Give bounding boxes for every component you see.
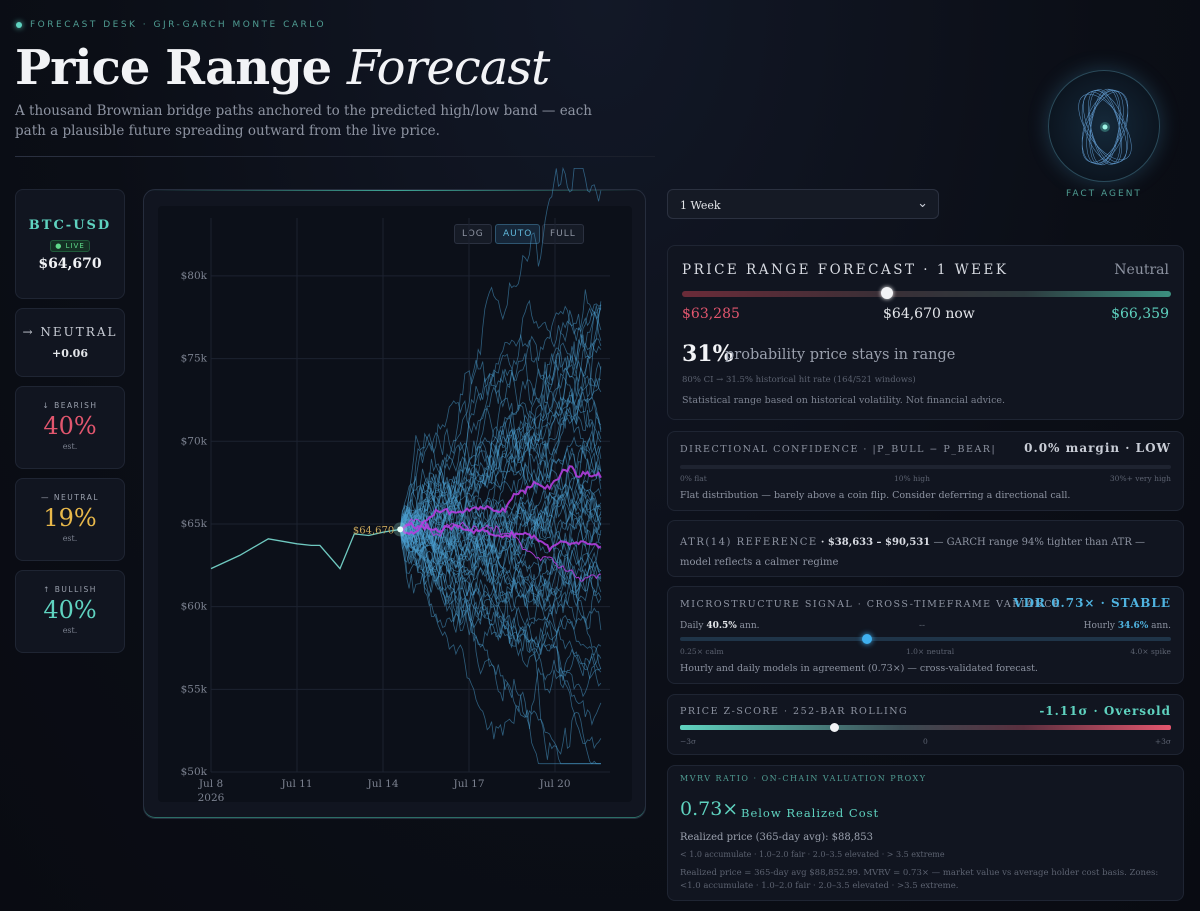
agent-orb-icon: [1078, 88, 1132, 166]
bullish-value: 40%: [43, 596, 97, 624]
mvrv-card: MVRV RATIO · ON-CHAIN VALUATION PROXY 0.…: [667, 765, 1184, 901]
mvrv-realized: Realized price (365-day avg): $88,853: [680, 832, 874, 843]
header-divider: [15, 156, 655, 157]
bearish-value: 40%: [43, 412, 97, 440]
ticker-price: $64,670: [38, 256, 102, 272]
mvrv-zones: < 1.0 accumulate · 1.0–2.0 fair · 2.0–3.…: [680, 850, 945, 859]
directional-scale-mid: 10% high: [894, 474, 930, 483]
forecast-low: $63,285: [682, 306, 740, 322]
neutral-est: est.: [62, 534, 78, 543]
forecast-disclaimer: Statistical range based on historical vo…: [682, 395, 1006, 406]
bearish-label: ↓ BEARISH: [42, 401, 98, 410]
forecast-now: $64,670 now: [883, 306, 975, 322]
directional-note: Flat distribution — barely above a coin …: [680, 490, 1071, 501]
micro-marker: [861, 634, 872, 644]
micro-daily-label: Daily: [680, 621, 704, 631]
forecast-range-bar: [682, 291, 1171, 297]
micro-mid: --: [919, 621, 926, 631]
atr-content: ATR(14) REFERENCE · $38,633 – $90,531 — …: [680, 533, 1175, 573]
auto-scale-button[interactable]: AUTO: [495, 224, 541, 244]
micro-title: MICROSTRUCTURE SIGNAL · CROSS-TIMEFRAME …: [680, 599, 1062, 610]
range-probability-text: probability price stays in range: [725, 347, 956, 363]
micro-daily-unit: ann.: [739, 621, 760, 631]
page-title-main: Price Range: [15, 40, 332, 96]
status-dot: [16, 22, 22, 28]
bullish-label: ↑ BULLISH: [43, 585, 97, 594]
micro-scale-max: 4.0× spike: [1130, 647, 1171, 656]
range-probability: 31%: [682, 341, 734, 367]
bearish-card: ↓ BEARISH 40% est.: [15, 386, 125, 469]
bearish-est: est.: [62, 442, 78, 451]
micro-scale-mid: 1.0× neutral: [906, 647, 955, 656]
agent-label: FACT AGENT: [1066, 189, 1142, 199]
directional-confidence-card: DIRECTIONAL CONFIDENCE · |P_BULL − P_BEA…: [667, 431, 1184, 511]
mvrv-label: Below Realized Cost: [741, 806, 880, 820]
horizon-select-value: 1 Week: [680, 199, 721, 212]
micro-note: Hourly and daily models in agreement (0.…: [680, 663, 1038, 674]
neutral-value: 19%: [43, 504, 97, 532]
micro-track: [680, 637, 1171, 641]
zscore-card: PRICE Z-SCORE · 252-BAR ROLLING -1.11σ ·…: [667, 694, 1184, 755]
micro-hourly-value: 34.6%: [1117, 621, 1149, 631]
horizon-select[interactable]: 1 Week ⌄: [667, 189, 939, 219]
zscore-title: PRICE Z-SCORE · 252-BAR ROLLING: [680, 706, 909, 717]
full-scale-button[interactable]: FULL: [542, 224, 584, 244]
bullish-card: ↑ BULLISH 40% est.: [15, 570, 125, 653]
forecast-high: $66,359: [1111, 306, 1169, 322]
page-title-italic: Forecast: [346, 40, 550, 96]
micro-daily-value: 40.5%: [706, 621, 737, 631]
atr-title: ATR(14) REFERENCE: [680, 537, 818, 548]
direction-card: → NEUTRAL +0.06: [15, 308, 125, 377]
direction-value: +0.06: [51, 347, 88, 360]
log-scale-button[interactable]: LOG: [454, 224, 492, 244]
directional-value: 0.0% margin · LOW: [1024, 441, 1171, 455]
live-badge: ● LIVE: [50, 240, 90, 252]
price-range-forecast-card: PRICE RANGE FORECAST · 1 WEEK Neutral $6…: [667, 245, 1184, 420]
atr-reference-card: ATR(14) REFERENCE · $38,633 – $90,531 — …: [667, 520, 1184, 577]
directional-scale-max: 30%+ very high: [1109, 474, 1171, 483]
zscore-value: -1.11σ · Oversold: [1039, 704, 1171, 718]
zscore-marker: [830, 723, 840, 732]
ticker-symbol: BTC-USD: [28, 218, 112, 233]
confidence-interval-text: 80% CI → 31.5% historical hit rate (164/…: [682, 375, 916, 385]
microstructure-card: MICROSTRUCTURE SIGNAL · CROSS-TIMEFRAME …: [667, 586, 1184, 684]
page-title: Price Range Forecast: [15, 40, 550, 96]
mvrv-title: MVRV RATIO · ON-CHAIN VALUATION PROXY: [680, 774, 927, 783]
kicker-text: FORECAST DESK · GJR-GARCH MONTE CARLO: [30, 20, 327, 30]
zscore-scale-mid: 0: [923, 737, 928, 746]
micro-hourly-unit: ann.: [1151, 621, 1171, 631]
chevron-down-icon: ⌄: [917, 196, 928, 211]
directional-title: DIRECTIONAL CONFIDENCE · |P_BULL − P_BEA…: [680, 444, 997, 455]
micro-hourly: Hourly 34.6% ann.: [1084, 621, 1171, 631]
chart-plot-area[interactable]: [158, 206, 632, 802]
neutral-label: — NEUTRAL: [40, 493, 100, 502]
zscore-scale-max: +3σ: [1154, 737, 1171, 746]
micro-scale-min: 0.25× calm: [680, 647, 724, 656]
bullish-est: est.: [62, 626, 78, 635]
zscore-scale-min: −3σ: [680, 737, 697, 746]
mvrv-value: 0.73×: [680, 798, 739, 820]
directional-track: [680, 465, 1171, 469]
forecast-now-marker: [881, 287, 894, 299]
forecast-title: PRICE RANGE FORECAST · 1 WEEK: [682, 262, 1009, 278]
zscore-track: [680, 725, 1171, 730]
direction-label: → NEUTRAL: [22, 325, 118, 339]
forecast-chart-card: [143, 189, 646, 819]
micro-value: VDR 0.73× · STABLE: [1013, 596, 1171, 610]
mvrv-footnote: Realized price = 365-day avg $88,852.99.…: [680, 868, 1159, 891]
neutral-card: — NEUTRAL 19% est.: [15, 478, 125, 561]
directional-scale-min: 0% flat: [680, 474, 707, 483]
forecast-bias: Neutral: [1114, 262, 1169, 278]
atr-text: — GARCH range 94% tighter than ATR — mod…: [680, 537, 1146, 568]
micro-daily: Daily 40.5% ann.: [680, 621, 760, 631]
kicker-bar: FORECAST DESK · GJR-GARCH MONTE CARLO: [16, 20, 326, 30]
ticker-card[interactable]: BTC-USD ● LIVE $64,670: [15, 189, 125, 299]
atr-range: · $38,633 – $90,531: [820, 537, 931, 548]
page-subtitle: A thousand Brownian bridge paths anchore…: [15, 103, 592, 139]
fact-agent-orb[interactable]: [1048, 70, 1160, 182]
micro-hourly-label: Hourly: [1083, 621, 1115, 631]
